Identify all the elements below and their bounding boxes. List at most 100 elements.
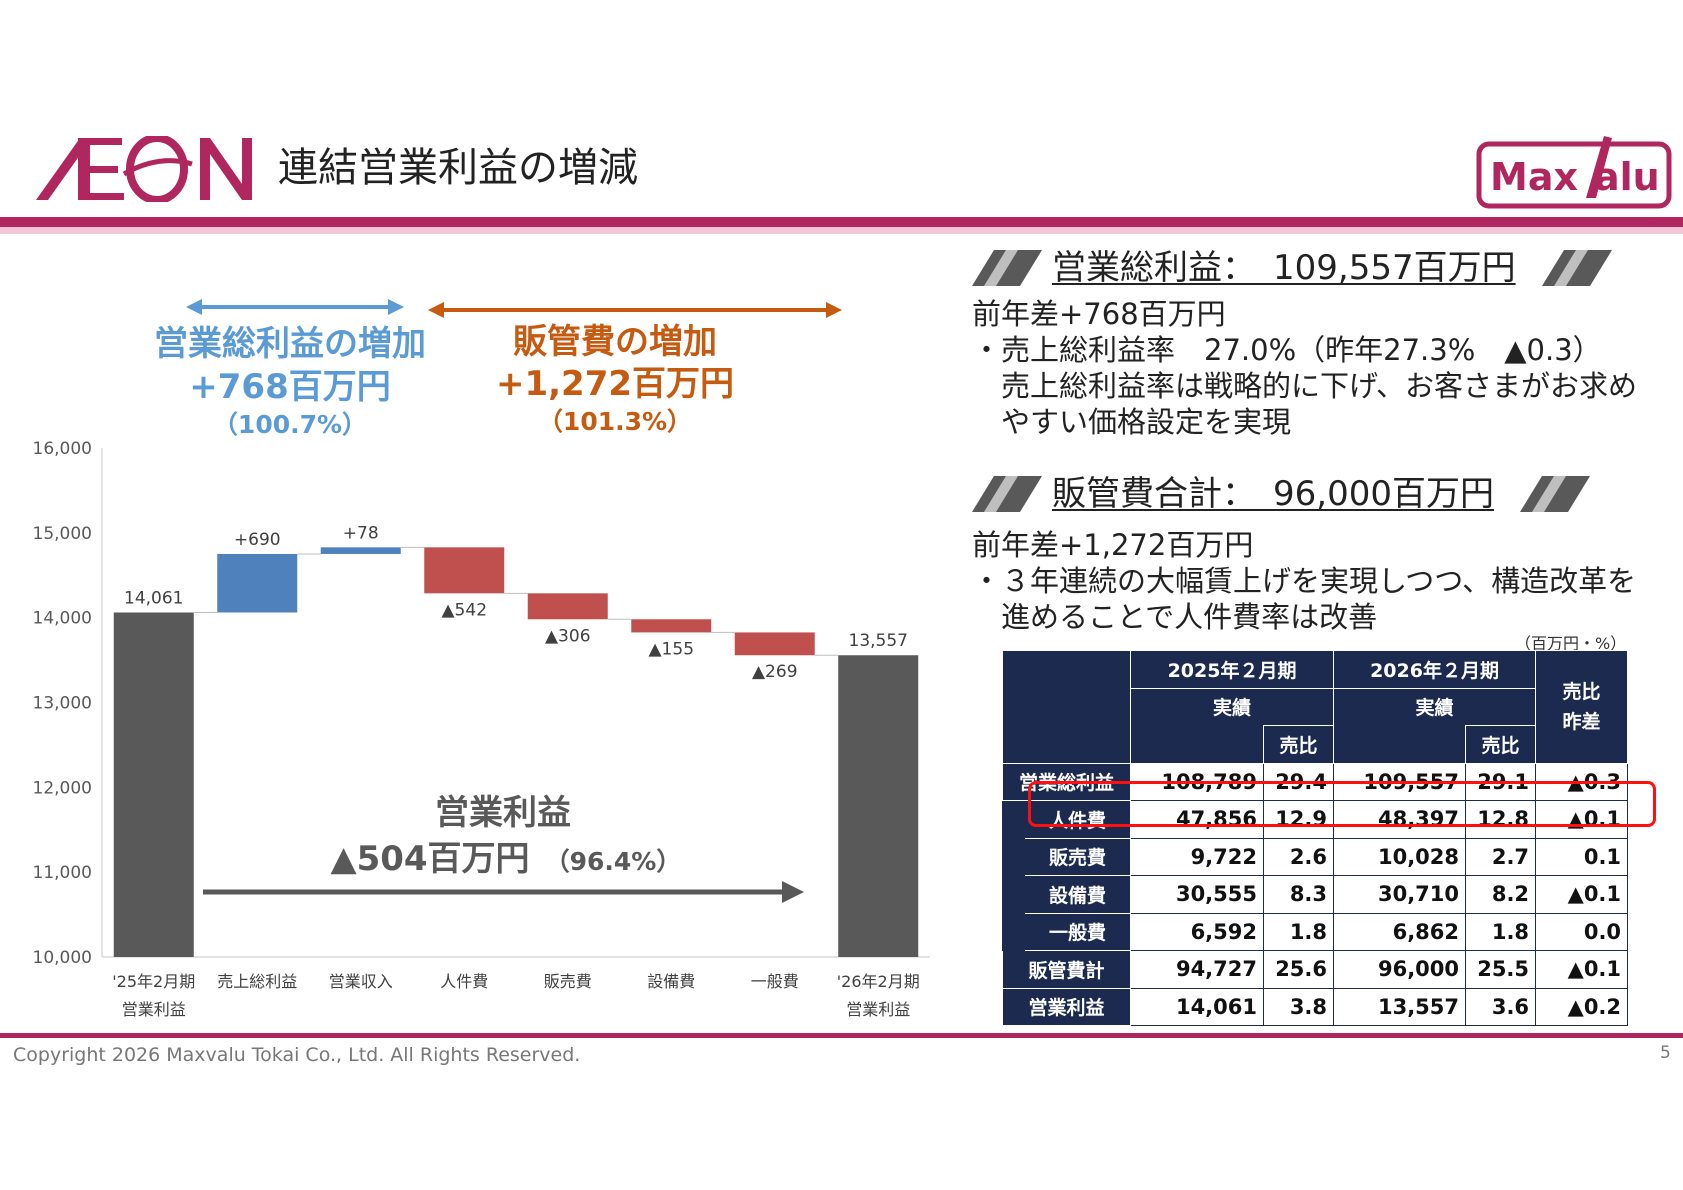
header-rule xyxy=(0,217,1683,227)
table-row: 営業利益 14,061 3.8 13,557 3.6 ▲0.2 xyxy=(1002,987,1629,1026)
row-label: 販売費 xyxy=(1024,837,1131,876)
header-actual-2026: 実績 xyxy=(1333,687,1537,726)
stripe-right-icon xyxy=(1520,476,1590,512)
pl-table: 2025年２月期 2026年２月期 売比 昨差 実績 実績 売比 売比 営業総利… xyxy=(1002,650,1629,1026)
cell-r25: 12.9 xyxy=(1262,800,1335,839)
op-annotation-amount: ▲504百万円 xyxy=(330,839,529,879)
table-row: 販管費計 94,727 25.6 96,000 25.5 ▲0.1 xyxy=(1002,950,1629,989)
waterfall-bar xyxy=(527,593,608,620)
y-tick-label: 11,000 xyxy=(33,863,92,883)
arrow-right-icon xyxy=(782,881,804,903)
waterfall-bar xyxy=(838,655,919,957)
header-diff: 売比 昨差 xyxy=(1535,650,1629,764)
cell-v26: 6,862 xyxy=(1333,912,1467,951)
x-tick-label: '25年2月期 xyxy=(112,972,195,991)
sga-line-2: ・３年連続の大幅賃上げを実現しつつ、構造改革を xyxy=(972,564,1637,598)
chart-bars: 14,061 +690 +78 ▲542 ▲306 ▲155 ▲269 13,557 xyxy=(113,523,919,957)
x-tick-label: 設備費 xyxy=(647,972,695,991)
cell-v26: 13,557 xyxy=(1333,987,1467,1026)
page-number: 5 xyxy=(1660,1043,1671,1063)
header-rule-light xyxy=(0,227,1683,234)
gross-line-2: ・売上総利益率 27.0%（昨年27.3% ▲0.3） xyxy=(972,333,1602,367)
gross-profit-label: 営業総利益： 109,557百万円 xyxy=(1052,248,1516,288)
chart-annotations: 営業総利益の増加+768百万円 （100.7%） 販管費の増加+1,272百万円 （1… xyxy=(154,299,842,903)
data-label: ▲542 xyxy=(441,600,487,620)
sga-label: 販管費合計： 96,000百万円 xyxy=(1052,474,1494,514)
footer-rule xyxy=(0,1033,1683,1038)
cell-r26: 3.6 xyxy=(1465,987,1537,1026)
op-annotation-title: 営業利益 xyxy=(435,793,571,833)
y-tick-label: 13,000 xyxy=(33,694,92,714)
y-axis: 10,000 11,000 12,000 13,000 14,000 15,000 16,0… xyxy=(33,439,930,968)
waterfall-bar xyxy=(320,547,401,554)
x-tick-label-line2: 営業利益 xyxy=(122,1000,186,1019)
cell-r25: 1.8 xyxy=(1262,912,1335,951)
data-label: +78 xyxy=(343,523,379,543)
gross-annotation-amount: +768百万円 xyxy=(189,367,390,407)
waterfall-bar xyxy=(113,612,194,957)
header-blank-2025 xyxy=(1130,725,1264,764)
cell-r26: 8.2 xyxy=(1465,875,1537,914)
sga-annotation-ratio: （101.3%） xyxy=(538,407,692,436)
cell-r25: 25.6 xyxy=(1262,950,1335,989)
header-ratio-2025: 売比 xyxy=(1262,725,1335,764)
cell-v26: 30,710 xyxy=(1333,875,1467,914)
table-row: 設備費 30,555 8.3 30,710 8.2 ▲0.1 xyxy=(1002,875,1629,914)
cell-v25: 30,555 xyxy=(1130,875,1264,914)
cell-v25: 94,727 xyxy=(1130,950,1264,989)
indent-cell xyxy=(1002,912,1025,951)
table-row: 販売費 9,722 2.6 10,028 2.7 0.1 xyxy=(1002,837,1629,876)
data-label: ▲306 xyxy=(545,626,591,646)
unit-note: （百万円・%） xyxy=(1515,634,1627,653)
svg-text:Max: Max xyxy=(1490,155,1578,199)
table-corner xyxy=(1002,650,1131,764)
y-tick-label: 12,000 xyxy=(33,778,92,798)
arrow-left-icon xyxy=(428,302,444,318)
row-label: 設備費 xyxy=(1024,875,1131,914)
indent-cell xyxy=(1002,837,1025,876)
cell-diff: ▲0.1 xyxy=(1535,950,1629,989)
op-annotation-ratio: （96.4%） xyxy=(545,847,682,876)
sga-annotation-amount: +1,272百万円 xyxy=(496,364,734,404)
gross-annotation-ratio: （100.7%） xyxy=(213,410,367,439)
sga-header: 販管費合計： 96,000百万円 xyxy=(972,474,1592,516)
gross-line-1: 前年差+768百万円 xyxy=(972,297,1226,331)
cell-v25: 14,061 xyxy=(1130,987,1264,1026)
x-tick-label: 人件費 xyxy=(440,972,488,991)
row-label: 一般費 xyxy=(1024,912,1131,951)
cell-diff: 0.1 xyxy=(1535,837,1629,876)
sga-line-3: 進めることで人件費率は改善 xyxy=(972,600,1378,634)
y-tick-label: 16,000 xyxy=(33,439,92,459)
highlight-box xyxy=(1028,781,1656,827)
header-fy2026: 2026年２月期 xyxy=(1333,650,1537,689)
y-tick-label: 14,000 xyxy=(33,609,92,629)
cell-v26: 10,028 xyxy=(1333,837,1467,876)
cell-v25: 9,722 xyxy=(1130,837,1264,876)
row-label: 販管費計 xyxy=(1002,950,1131,989)
row-label: 営業利益 xyxy=(1002,987,1131,1026)
cell-r26: 25.5 xyxy=(1465,950,1537,989)
gross-line-4: やすい価格設定を実現 xyxy=(972,405,1292,439)
header-diff-line2: 昨差 xyxy=(1562,710,1601,733)
copyright: Copyright 2026 Maxvalu Tokai Co., Ltd. A… xyxy=(13,1044,581,1066)
y-tick-label: 10,000 xyxy=(33,948,92,968)
cell-r26: 1.8 xyxy=(1465,912,1537,951)
data-label: +690 xyxy=(234,530,281,550)
table-row: 一般費 6,592 1.8 6,862 1.8 0.0 xyxy=(1002,912,1629,951)
gross-line-3: 売上総利益率は戦略的に下げ、お客さまがお求め xyxy=(972,369,1637,403)
cell-r26: 2.7 xyxy=(1465,837,1537,876)
x-tick-label-line2: 営業利益 xyxy=(846,1000,910,1019)
data-label: ▲269 xyxy=(752,662,798,682)
x-tick-label: 一般費 xyxy=(751,972,799,991)
cell-diff: ▲0.1 xyxy=(1535,875,1629,914)
arrow-right-icon xyxy=(826,302,842,318)
stripe-left-icon xyxy=(972,476,1042,512)
indent-cell xyxy=(1002,875,1025,914)
waterfall-bar xyxy=(424,547,505,594)
cell-r26: 12.8 xyxy=(1465,800,1537,839)
gross-annotation-title: 営業総利益の増加 xyxy=(154,324,426,364)
waterfall-bar xyxy=(734,632,815,656)
maxvalu-logo: Max alu xyxy=(1476,136,1672,209)
table-row: 人件費 47,856 12.9 48,397 12.8 ▲0.1 xyxy=(1002,800,1629,839)
